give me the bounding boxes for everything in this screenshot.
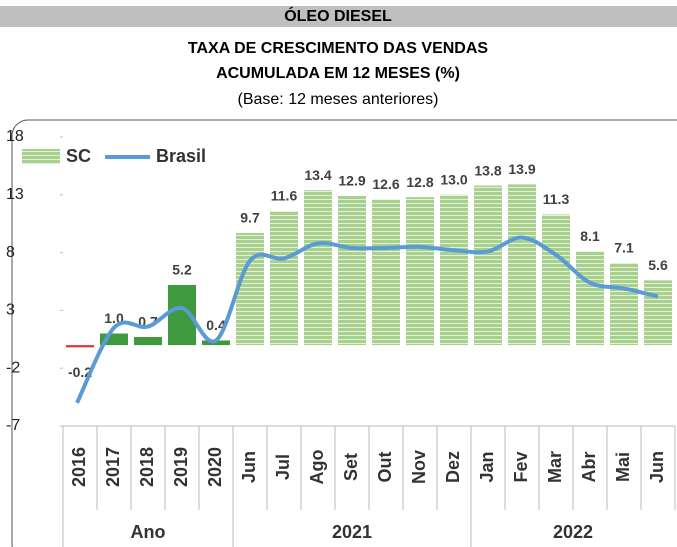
x-tick-label: Jan	[477, 451, 497, 482]
bar	[542, 214, 570, 346]
x-tick-label: Ago	[307, 450, 327, 485]
data-label: 12.9	[338, 173, 365, 189]
y-tick-label: 18	[6, 128, 24, 145]
x-tick-label: Out	[375, 452, 395, 483]
x-tick-label: Nov	[409, 450, 429, 484]
y-tick-label: 13	[6, 186, 24, 203]
x-tick-label: Fev	[511, 451, 531, 482]
data-label: 5.6	[648, 257, 668, 273]
legend-label: SC	[66, 146, 91, 166]
subtitle: TAXA DE CRESCIMENTO DAS VENDAS	[188, 40, 489, 57]
y-tick-label: -2	[6, 359, 20, 376]
data-label: 11.6	[271, 188, 298, 204]
bar	[236, 232, 264, 346]
x-tick-label: Set	[341, 453, 361, 481]
data-label: 13.4	[304, 167, 331, 183]
bar	[508, 184, 536, 346]
data-label: 13.8	[474, 162, 501, 178]
data-label: 11.3	[543, 191, 570, 207]
data-label: 13.0	[440, 172, 467, 188]
subtitle: ACUMULADA EM 12 MESES (%)	[216, 65, 460, 82]
x-tick-label: Jun	[647, 451, 667, 483]
x-tick-label: 2018	[137, 447, 157, 487]
bar	[134, 336, 162, 346]
x-tick-label: Abr	[579, 452, 599, 483]
x-tick-label: 2019	[171, 447, 191, 487]
x-tick-label: Jun	[239, 451, 259, 483]
legend-swatch	[22, 149, 60, 164]
bar	[440, 194, 468, 346]
x-tick-label: 2020	[205, 447, 225, 487]
bar	[338, 195, 366, 346]
group-label: 2021	[332, 522, 372, 542]
bar	[406, 197, 434, 346]
legend-label: Brasil	[156, 146, 206, 166]
data-label: 13.9	[508, 161, 535, 177]
x-tick-label: Dez	[443, 451, 463, 483]
bar	[372, 199, 400, 346]
data-label: 7.1	[614, 240, 634, 256]
bar	[100, 333, 128, 346]
group-label: 2022	[553, 522, 593, 542]
title-band	[0, 6, 677, 27]
bar	[304, 190, 332, 346]
y-tick-label: 3	[6, 302, 15, 319]
bar	[66, 345, 94, 348]
bar	[644, 280, 672, 346]
data-label: 0.4	[206, 317, 226, 333]
data-label: 9.7	[240, 210, 260, 226]
data-label: -0.2	[68, 364, 92, 380]
x-tick-label: 2016	[69, 447, 89, 487]
y-tick-label: -7	[6, 417, 20, 434]
note: (Base: 12 meses anteriores)	[238, 91, 439, 108]
bar	[474, 185, 502, 346]
data-label: 12.6	[372, 176, 399, 192]
bar	[576, 251, 604, 346]
x-tick-label: Mai	[613, 452, 633, 482]
chart-title: ÓLEO DIESEL	[284, 6, 392, 25]
group-label: Ano	[131, 522, 166, 542]
data-label: 12.8	[406, 174, 433, 190]
line	[75, 235, 659, 404]
x-tick-label: Jul	[273, 454, 293, 480]
x-tick-label: Mar	[545, 451, 565, 483]
bar	[270, 210, 298, 346]
x-tick-label: 2017	[103, 447, 123, 487]
y-tick-label: 8	[6, 244, 15, 261]
data-label: 8.1	[580, 228, 600, 244]
bar	[610, 263, 638, 346]
frame	[11, 119, 677, 547]
data-label: 5.2	[172, 262, 192, 278]
